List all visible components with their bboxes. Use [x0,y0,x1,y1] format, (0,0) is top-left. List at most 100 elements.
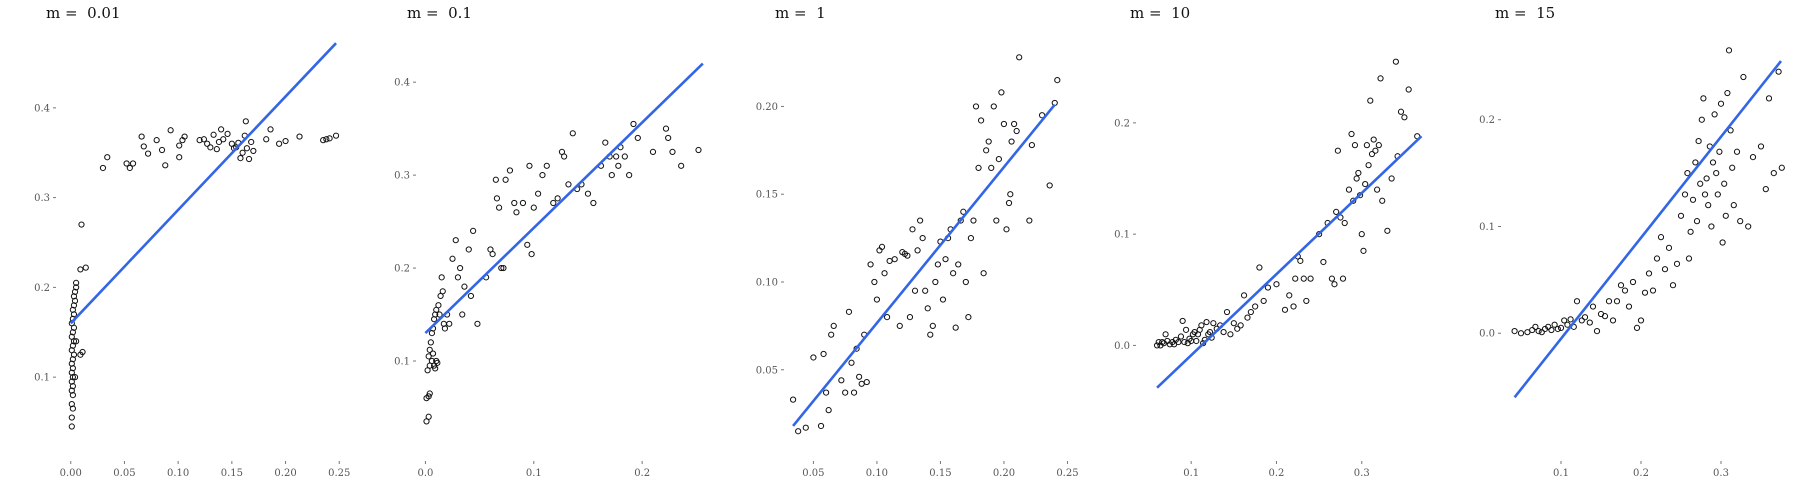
data-point [1370,136,1377,143]
data-point [425,393,432,400]
fit-line [424,62,704,335]
data-point [1645,270,1653,277]
data-point [524,241,531,248]
data-point [1362,180,1369,188]
data-point [1331,281,1338,288]
y-tick-label: 0.1 [1114,230,1130,241]
data-point [215,138,223,146]
scatter-plot: 0.1 0.2 0.3 0.4 0.00 0.05 0.10 0.15 0.20 0.25 [34,42,350,479]
data-point [200,136,208,143]
data-point [1687,228,1694,235]
scatter-plot: 0.1 0.2 0.3 0.4 0.0 0.1 0.2 [394,62,704,479]
data-point [817,422,825,430]
data-point [1698,116,1705,123]
data-point [934,261,941,268]
data-point [1693,218,1701,225]
data-point [1013,127,1020,135]
data-point [1713,170,1720,177]
data-point [1182,326,1190,333]
data-point [204,140,211,147]
data-point [1609,317,1617,324]
x-tick-label: 0.1 [1183,468,1199,479]
data-point [662,125,670,132]
data-point [528,251,535,258]
data-point [71,374,79,381]
data-point [1360,247,1367,254]
data-point [69,365,76,372]
data-point [1011,120,1018,128]
data-point [1290,303,1297,310]
y-tick-label: 0.1 [1479,222,1495,233]
data-point [438,274,445,281]
data-point [565,181,572,188]
data-point [1730,202,1737,209]
data-point [73,338,80,345]
data-point [795,428,802,435]
data-point [1244,314,1251,321]
data-point [425,413,432,420]
data-point [496,204,503,211]
data-point [554,195,561,202]
data-point [1240,292,1248,299]
data-point [1247,308,1254,316]
data-point [69,329,76,336]
data-point [980,270,987,277]
y-tick-label: 0.2 [394,264,410,275]
data-point [526,162,533,169]
data-point [990,103,997,110]
data-point [1367,97,1374,104]
data-point [939,296,947,303]
data-point [68,414,75,421]
data-point [1374,186,1381,193]
data-point [210,131,217,138]
data-point [878,243,886,250]
fit-line [69,42,337,325]
data-point [1372,147,1379,154]
data-point [1567,316,1574,323]
data-point [1621,287,1629,294]
chart-panel-1: m = 0.01 0.1 0.2 0.3 0.4 0.00 0.05 0.10 0.15 0.2… [0,0,360,500]
data-point [446,320,453,327]
data-point [70,311,78,318]
data-point [1689,196,1697,203]
data-point [176,142,183,149]
data-point [634,134,641,142]
data-point [1252,303,1259,310]
data-point [138,133,145,140]
data-point [1292,275,1299,282]
data-point [500,264,507,272]
data-point [932,278,939,286]
data-point [985,138,992,145]
data-point [975,164,982,171]
y-tick-label: 0.10 [756,278,778,289]
data-point [914,247,921,254]
data-point [323,136,330,143]
scatter-plot: 0.0 0.1 0.2 0.1 0.2 0.3 [1479,47,1785,479]
data-point [1210,320,1217,327]
data-point [977,117,985,124]
data-point [1368,150,1376,158]
data-point [1613,298,1621,305]
data-point [1351,142,1359,149]
data-point [584,190,592,197]
data-point [267,126,274,133]
data-point [838,377,845,384]
data-point [543,162,550,169]
data-point [1341,219,1348,227]
data-point [965,314,972,321]
fit-line [1513,60,1783,399]
data-point [626,172,633,179]
data-point [435,302,442,309]
data-point [104,154,111,161]
data-point [196,137,203,144]
y-tick-label: 0.3 [34,193,50,204]
data-point [73,284,80,291]
data-point [858,380,865,387]
data-point [465,246,472,253]
data-point [492,176,499,183]
data-point [1538,329,1545,336]
data-point [1601,313,1609,320]
data-point [909,226,916,233]
data-point [218,126,225,133]
data-point [332,132,340,139]
